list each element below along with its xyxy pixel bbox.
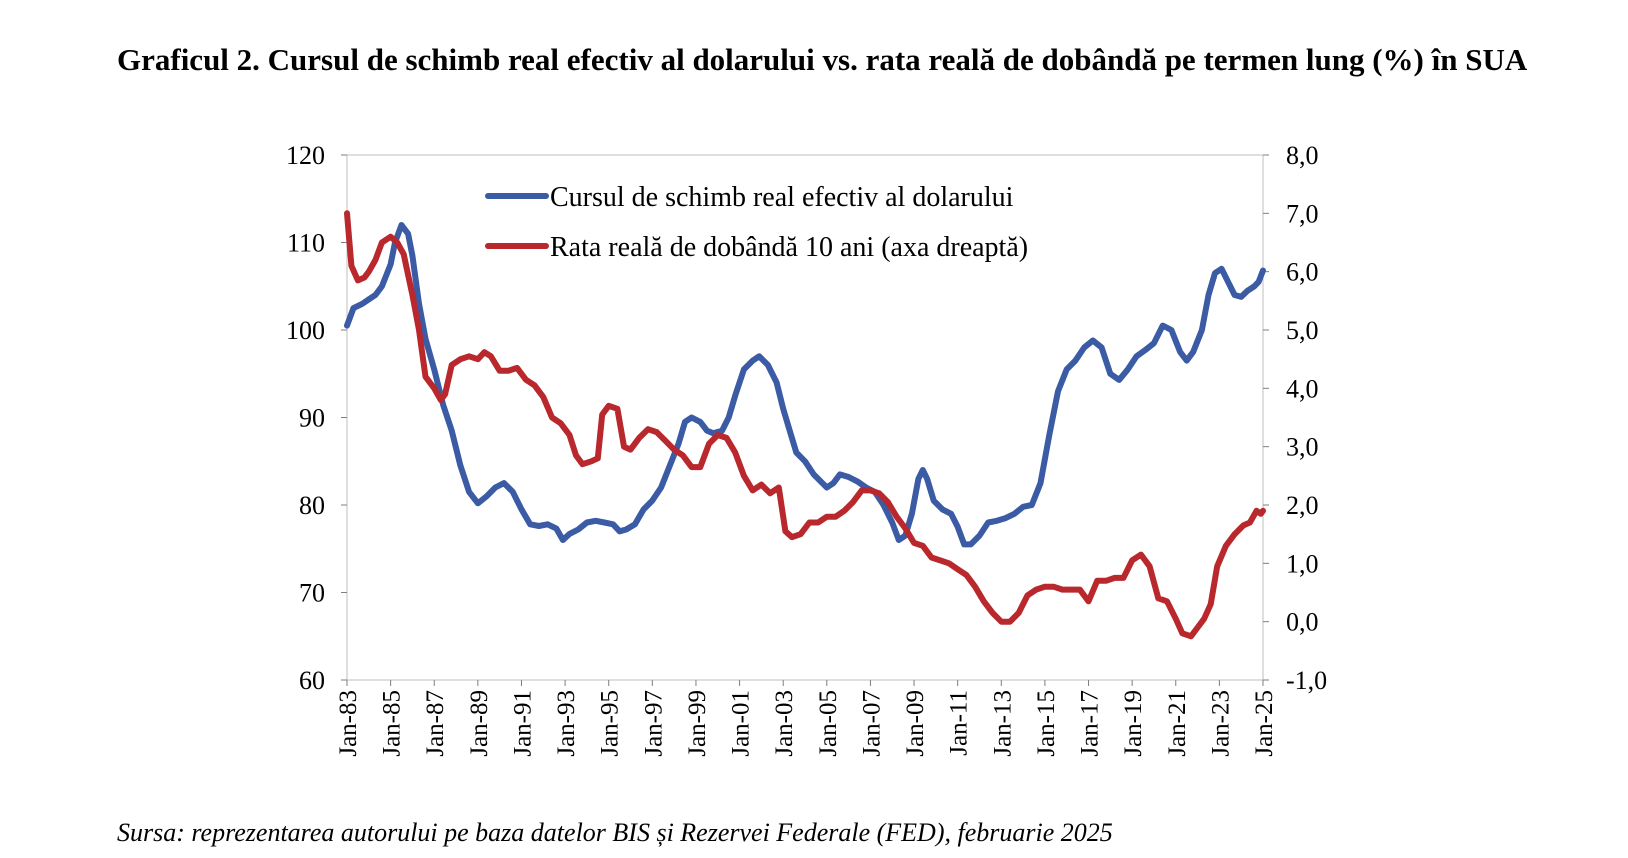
left-tick-label: 70 [299,579,325,608]
left-tick-label: 90 [299,404,325,433]
page-title: Graficul 2. Cursul de schimb real efecti… [117,42,1528,77]
x-axis: Jan-83 Jan-85 Jan-87 Jan-89 Jan-91 Jan-93 Jan-… [335,680,1278,757]
x-tick-label: Jan-07 [858,690,885,757]
x-tick-label: Jan-13 [989,690,1016,757]
right-tick-label: 2,0 [1286,491,1319,520]
right-y-axis: 8,0 7,0 6,0 5,0 4,0 3,0 2,0 1,0 0,0 -1,0 [1263,141,1327,695]
left-tick-label: 60 [299,666,325,695]
x-tick-label: Jan-21 [1164,690,1191,757]
x-tick-label: Jan-93 [553,690,580,757]
left-tick-label: 100 [286,316,325,345]
legend: Cursul de schimb real efectiv al dolarul… [485,182,1028,263]
x-tick-label: Jan-91 [509,690,536,757]
series-line-2 [344,210,1266,640]
x-tick-label: Jan-23 [1207,690,1234,757]
x-tick-label: Jan-97 [640,690,667,757]
legend-label-2: Rata reală de dobândă 10 ani (axa dreapt… [550,232,1028,263]
right-tick-label: 4,0 [1286,374,1319,403]
x-tick-label: Jan-85 [379,690,406,757]
right-tick-label: 3,0 [1286,433,1319,462]
right-tick-label: -1,0 [1286,666,1327,695]
right-tick-label: 5,0 [1286,316,1319,345]
x-tick-label: Jan-03 [771,690,798,757]
x-tick-label: Jan-05 [815,690,842,757]
x-tick-label: Jan-89 [466,690,493,757]
left-tick-label: 80 [299,491,325,520]
x-tick-label: Jan-09 [902,690,929,757]
x-tick-label: Jan-99 [684,690,711,757]
x-tick-label: Jan-11 [946,690,973,756]
left-y-axis: 120 110 100 90 80 70 60 [286,141,347,695]
x-tick-label: Jan-25 [1251,690,1278,757]
left-tick-label: 110 [287,229,325,258]
right-tick-label: 7,0 [1286,199,1319,228]
x-tick-label: Jan-01 [728,690,755,757]
right-tick-label: 6,0 [1286,258,1319,287]
series-layer [344,210,1266,640]
x-tick-label: Jan-87 [422,690,449,757]
x-tick-label: Jan-83 [335,690,362,757]
x-tick-label: Jan-17 [1077,690,1104,757]
legend-label-1: Cursul de schimb real efectiv al dolarul… [550,182,1014,213]
series-line-1 [344,222,1266,548]
left-tick-label: 120 [286,141,325,170]
right-tick-label: 8,0 [1286,141,1319,170]
right-tick-label: 0,0 [1286,608,1319,637]
x-tick-label: Jan-95 [597,690,624,757]
x-tick-label: Jan-19 [1120,690,1147,757]
source-note: Sursa: reprezentarea autorului pe baza d… [117,818,1113,847]
right-tick-label: 1,0 [1286,549,1319,578]
x-tick-label: Jan-15 [1033,690,1060,757]
